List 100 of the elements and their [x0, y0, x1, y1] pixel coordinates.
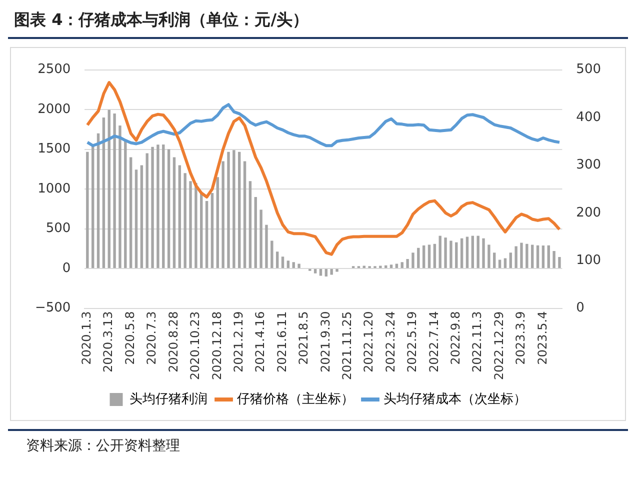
bar — [509, 252, 512, 268]
bar — [314, 269, 317, 274]
bar — [238, 152, 241, 268]
bar — [248, 181, 252, 268]
x-tick-label: 2021.8.5 — [296, 311, 311, 365]
legend-label: 头均仔猪利润 — [129, 392, 208, 407]
bar — [536, 245, 540, 268]
bar — [514, 246, 518, 268]
bar — [227, 152, 230, 268]
x-tick-label: 2020.12.18 — [210, 311, 224, 380]
bar — [96, 133, 100, 268]
bar — [156, 144, 160, 268]
x-tick-label: 2020.10.23 — [188, 311, 202, 380]
bar — [438, 236, 442, 268]
x-tick-label: 2021.9.30 — [318, 311, 332, 372]
bar — [526, 244, 528, 268]
bar — [552, 251, 556, 268]
bar — [200, 193, 203, 268]
bar — [184, 173, 186, 268]
bar — [488, 244, 490, 268]
y-tick-label: 2500 — [38, 62, 71, 78]
bar — [406, 259, 409, 268]
bar — [428, 244, 431, 268]
bar — [520, 242, 523, 268]
bar — [151, 146, 154, 268]
bar — [140, 165, 144, 268]
bar — [324, 269, 328, 276]
bar — [482, 238, 485, 268]
text: 资料来源：公开资料整理 — [26, 437, 181, 455]
bar — [390, 264, 393, 268]
bar — [498, 260, 502, 268]
legend-label: 头均仔猪成本（次坐标） — [383, 392, 526, 407]
x-tick-label: 2020.7.3 — [144, 311, 159, 365]
bar — [493, 252, 496, 268]
y-tick-label: 2000 — [38, 102, 71, 117]
bar — [178, 165, 182, 268]
x-tick-label: 2022.11.3 — [470, 311, 484, 372]
x-tick-label: 2022.5.19 — [405, 311, 420, 372]
x-tick-label: 2021.6.11 — [274, 311, 289, 372]
bar — [466, 236, 469, 268]
bar — [146, 153, 148, 268]
bar — [222, 161, 224, 268]
bar — [194, 183, 198, 268]
bar — [422, 245, 426, 268]
bar — [276, 252, 279, 268]
x-tick-label: 2020.8.28 — [166, 311, 180, 372]
bar — [216, 177, 219, 268]
y2-tick-label: 400 — [576, 110, 602, 125]
bar — [172, 157, 176, 268]
bar — [450, 240, 452, 268]
bar — [476, 236, 480, 268]
bar — [124, 141, 127, 268]
x-tick-label: 2020.1.3 — [80, 311, 94, 365]
x-tick-label: 2022.7.14 — [426, 311, 441, 372]
bar — [162, 144, 165, 268]
bar — [118, 125, 122, 268]
x-tick-label: 2022.3.24 — [383, 311, 398, 372]
y-tick-label: 500 — [46, 221, 71, 236]
x-tick-label: 2022.12.29 — [492, 311, 506, 380]
bar — [455, 242, 458, 268]
chart-title: 图表 4：仔猪成本与利润（单位：元/头） — [8, 8, 628, 39]
x-tick-label: 2022.9.8 — [448, 311, 463, 365]
bar — [298, 264, 300, 268]
x-tick-label: 2023.3.9 — [514, 311, 528, 365]
y2-tick-label: 500 — [576, 62, 602, 78]
y-tick-label: 1500 — [38, 142, 71, 157]
y2-tick-label: 300 — [576, 158, 602, 173]
y2-tick-label: 0 — [576, 300, 584, 316]
bar — [412, 252, 414, 268]
bar — [232, 150, 236, 268]
bar — [286, 260, 290, 268]
x-tick-label: 2021.11.25 — [340, 311, 354, 380]
legend-label: 仔猪价格（主坐标） — [236, 390, 354, 407]
bar — [460, 238, 464, 268]
bar — [113, 114, 116, 268]
bar — [330, 269, 333, 275]
bar — [379, 266, 382, 268]
bar — [400, 262, 404, 268]
bar — [292, 262, 295, 268]
bar — [336, 269, 338, 272]
x-tick-label: 2021.4.16 — [253, 311, 268, 372]
bar — [254, 196, 257, 268]
x-tick-label: 2022.1.20 — [362, 311, 376, 372]
bar — [547, 245, 550, 268]
bar — [433, 244, 436, 268]
bar — [417, 248, 420, 268]
y-tick-label: 1000 — [38, 181, 71, 196]
bar — [444, 238, 447, 268]
bar — [134, 170, 138, 268]
bar — [319, 269, 322, 276]
x-tick-label: 2023.5.4 — [535, 311, 550, 365]
bar — [530, 244, 534, 268]
bar — [102, 118, 106, 268]
bar — [260, 210, 262, 268]
x-tick-label: 2020.3.13 — [101, 311, 116, 372]
bar — [86, 152, 89, 268]
bar — [243, 161, 246, 268]
bar — [270, 240, 274, 268]
y-tick-label: −500 — [34, 300, 71, 316]
bar — [189, 181, 192, 268]
